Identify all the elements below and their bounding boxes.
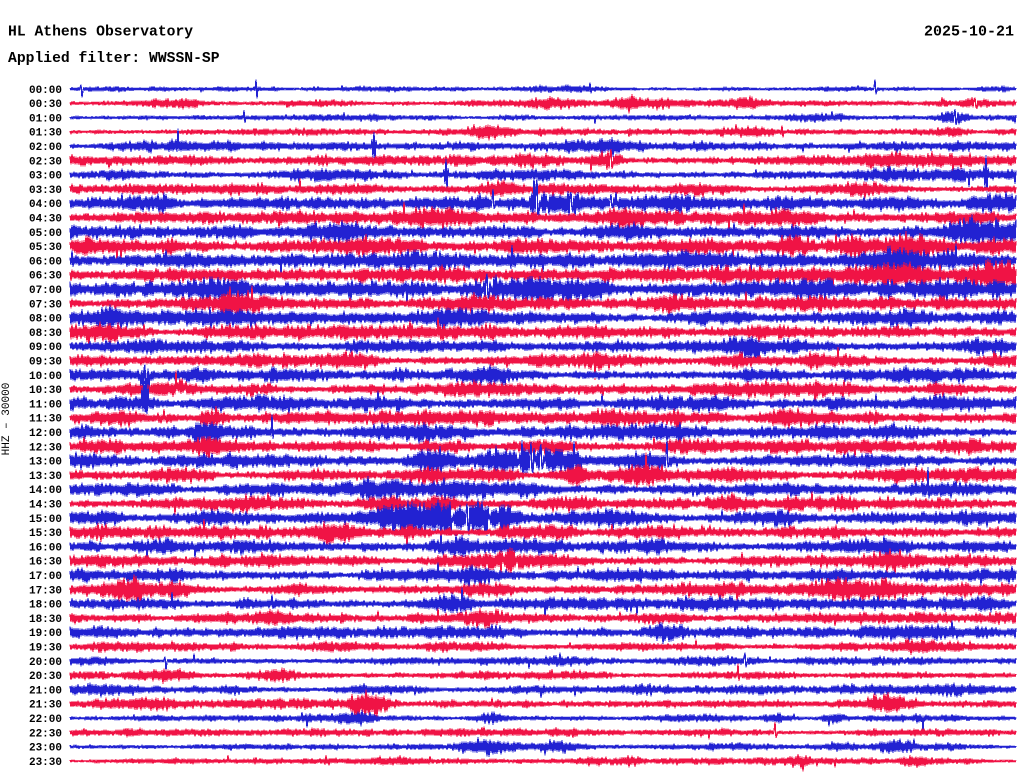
svg-text:03:00: 03:00 bbox=[29, 171, 62, 183]
svg-text:06:00: 06:00 bbox=[29, 256, 62, 268]
svg-text:06:30: 06:30 bbox=[29, 271, 62, 283]
svg-text:18:30: 18:30 bbox=[29, 614, 62, 626]
svg-text:07:30: 07:30 bbox=[29, 299, 62, 311]
svg-text:15:30: 15:30 bbox=[29, 528, 62, 540]
svg-text:21:00: 21:00 bbox=[29, 685, 62, 697]
svg-text:20:30: 20:30 bbox=[29, 671, 62, 683]
svg-text:10:30: 10:30 bbox=[29, 385, 62, 397]
svg-text:16:00: 16:00 bbox=[29, 542, 62, 554]
svg-text:11:30: 11:30 bbox=[29, 414, 62, 426]
svg-text:HHZ – 30000: HHZ – 30000 bbox=[1, 383, 13, 456]
svg-text:12:00: 12:00 bbox=[29, 428, 62, 440]
svg-text:11:00: 11:00 bbox=[29, 399, 62, 411]
svg-text:07:00: 07:00 bbox=[29, 285, 62, 297]
svg-text:18:00: 18:00 bbox=[29, 600, 62, 612]
svg-text:13:30: 13:30 bbox=[29, 471, 62, 483]
svg-text:03:30: 03:30 bbox=[29, 185, 62, 197]
svg-text:15:00: 15:00 bbox=[29, 514, 62, 526]
svg-text:13:00: 13:00 bbox=[29, 457, 62, 469]
svg-text:22:00: 22:00 bbox=[29, 714, 62, 726]
svg-text:00:30: 00:30 bbox=[29, 99, 62, 111]
svg-text:09:30: 09:30 bbox=[29, 357, 62, 369]
svg-text:08:30: 08:30 bbox=[29, 328, 62, 340]
svg-text:14:30: 14:30 bbox=[29, 500, 62, 512]
svg-text:01:30: 01:30 bbox=[29, 128, 62, 140]
svg-text:17:00: 17:00 bbox=[29, 571, 62, 583]
svg-text:2025-10-21: 2025-10-21 bbox=[924, 24, 1014, 41]
svg-text:HL Athens Observatory: HL Athens Observatory bbox=[8, 25, 193, 41]
svg-text:22:30: 22:30 bbox=[29, 728, 62, 740]
svg-text:20:00: 20:00 bbox=[29, 657, 62, 669]
svg-text:21:30: 21:30 bbox=[29, 700, 62, 712]
svg-text:23:30: 23:30 bbox=[29, 757, 62, 769]
svg-text:10:00: 10:00 bbox=[29, 371, 62, 383]
svg-text:Applied filter: WWSSN-SP: Applied filter: WWSSN-SP bbox=[8, 51, 220, 67]
svg-text:09:00: 09:00 bbox=[29, 342, 62, 354]
svg-text:04:30: 04:30 bbox=[29, 214, 62, 226]
svg-text:02:30: 02:30 bbox=[29, 156, 62, 168]
svg-text:14:00: 14:00 bbox=[29, 485, 62, 497]
svg-text:05:00: 05:00 bbox=[29, 228, 62, 240]
svg-text:08:00: 08:00 bbox=[29, 314, 62, 326]
svg-text:02:00: 02:00 bbox=[29, 142, 62, 154]
svg-text:19:30: 19:30 bbox=[29, 643, 62, 655]
svg-text:16:30: 16:30 bbox=[29, 557, 62, 569]
svg-text:19:00: 19:00 bbox=[29, 628, 62, 640]
svg-text:17:30: 17:30 bbox=[29, 585, 62, 597]
svg-text:12:30: 12:30 bbox=[29, 442, 62, 454]
svg-text:04:00: 04:00 bbox=[29, 199, 62, 211]
svg-text:01:00: 01:00 bbox=[29, 113, 62, 125]
svg-text:00:00: 00:00 bbox=[29, 85, 62, 97]
svg-text:05:30: 05:30 bbox=[29, 242, 62, 254]
svg-text:23:00: 23:00 bbox=[29, 743, 62, 755]
